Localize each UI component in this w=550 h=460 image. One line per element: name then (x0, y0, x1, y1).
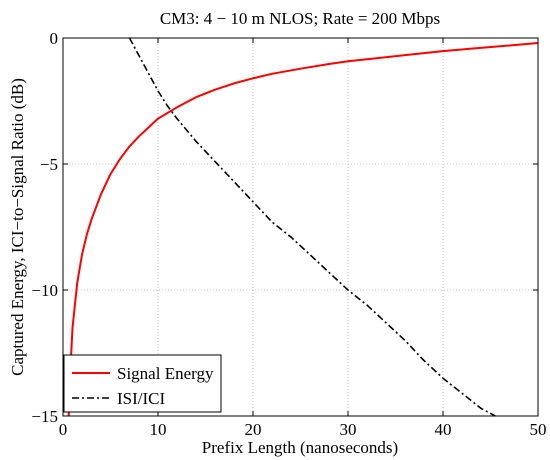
legend-label-signal-energy: Signal Energy (117, 364, 214, 383)
x-tick-label: 20 (245, 420, 262, 439)
y-axis-label: Captured Energy, ICI−to−Signal Ratio (dB… (8, 78, 27, 376)
x-tick-label: 30 (340, 420, 357, 439)
y-tick-label: 0 (50, 29, 59, 48)
legend: Signal Energy ISI/ICI (63, 354, 222, 413)
y-tick-label: −5 (40, 155, 58, 174)
legend-box (63, 354, 222, 413)
y-tick-label: −10 (31, 281, 58, 300)
x-tick-label: 0 (59, 420, 68, 439)
x-tick-label: 40 (435, 420, 452, 439)
x-axis-label: Prefix Length (nanoseconds) (202, 438, 398, 457)
y-tick-label: −15 (31, 407, 58, 426)
plot-frame (62, 37, 539, 417)
grid (63, 38, 538, 416)
series-line-isi-ici (128, 37, 496, 417)
x-tick-label: 50 (530, 420, 547, 439)
x-tick-label: 10 (150, 420, 167, 439)
legend-label-isi-ici: ISI/ICI (117, 389, 166, 408)
series-line-signal-energy (67, 42, 539, 417)
plot-series (67, 37, 539, 417)
chart-title: CM3: 4 − 10 m NLOS; Rate = 200 Mbps (160, 9, 440, 28)
